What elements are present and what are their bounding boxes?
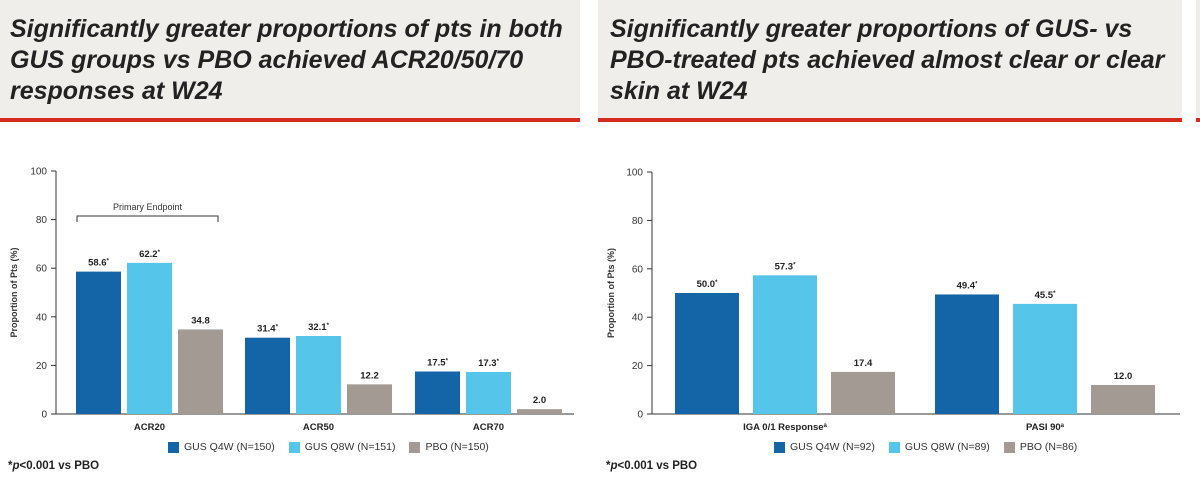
y-tick-label: 80	[36, 215, 48, 226]
bar-value-label: 2.0	[533, 395, 546, 406]
bar-value-label: 17.3*	[478, 358, 500, 369]
acr-title-line2: GUS groups vs PBO achieved ACR20/50/70	[10, 46, 524, 74]
bar-value-label: 17.4	[854, 358, 873, 369]
acr-title-line3: responses at W24	[10, 77, 223, 105]
y-tick-label: 40	[36, 312, 48, 323]
acr-title: Significantly greater proportions of pts…	[10, 14, 572, 107]
y-tick-label: 100	[626, 168, 643, 179]
bar	[245, 337, 290, 414]
y-axis-title: Proportion of Pts (%)	[606, 248, 616, 338]
bar	[178, 329, 223, 414]
bar	[127, 262, 172, 414]
legend-label-gus-q4w: GUS Q4W (N=150)	[184, 441, 275, 453]
next-panel-divider	[1196, 118, 1200, 122]
y-tick-label: 0	[41, 410, 47, 421]
skin-footnote: *p<0.001 vs PBO	[606, 460, 697, 472]
footnote-p: p	[610, 460, 618, 472]
legend-pbo: PBO (N=86)	[1003, 441, 1078, 453]
bar	[1091, 384, 1155, 414]
legend-gus-q4w: GUS Q4W (N=150)	[168, 441, 275, 453]
legend-swatch-pbo	[409, 441, 421, 453]
footnote-text: <0.001 vs PBO	[617, 460, 698, 472]
bar	[517, 409, 562, 414]
skin-title-line2: PBO-treated pts achieved almost clear or…	[610, 46, 1165, 74]
y-tick-label: 60	[632, 264, 644, 275]
primary-endpoint-label: Primary Endpoint	[113, 202, 183, 212]
bar-value-label: 12.0	[1114, 371, 1133, 382]
footnote-text: <0.001 vs PBO	[19, 460, 100, 472]
category-label: ACR70	[473, 422, 504, 433]
legend-label-gus-q4w: GUS Q4W (N=92)	[790, 441, 875, 453]
acr-legend: GUS Q4W (N=150) GUS Q8W (N=151) PBO (N=1…	[168, 441, 489, 453]
skin-title: Significantly greater proportions of GUS…	[610, 14, 1174, 107]
bar-value-label: 32.1*	[308, 322, 330, 333]
skin-title-line3: skin at W24	[610, 77, 748, 105]
legend-swatch-pbo	[1003, 441, 1015, 453]
bar-value-label: 62.2*	[139, 249, 161, 260]
bar	[1013, 303, 1077, 414]
y-axis-title: Proportion of Pts (%)	[9, 248, 19, 338]
bar	[466, 371, 511, 414]
acr-panel: Significantly greater proportions of pts…	[0, 0, 580, 481]
y-tick-label: 40	[632, 313, 644, 324]
bar-value-label: 17.5*	[427, 357, 449, 368]
acr-header: Significantly greater proportions of pts…	[0, 0, 580, 118]
bar	[415, 371, 460, 414]
skin-bar-chart: 0 20 40 60 80 100 Proportion of Pts (%) 50.0* 57…	[606, 168, 1180, 433]
bar	[935, 294, 999, 414]
y-tick-label: 20	[36, 361, 48, 372]
bar-value-label: 31.4*	[257, 324, 279, 335]
bar-value-label: 12.2	[360, 370, 379, 381]
skin-panel: Significantly greater proportions of GUS…	[598, 0, 1182, 481]
y-tick-label: 60	[36, 264, 48, 275]
bar-value-label: 49.4*	[957, 280, 979, 291]
legend-gus-q8w: GUS Q8W (N=89)	[888, 441, 990, 453]
y-tick-label: 100	[30, 167, 47, 178]
legend-label-pbo: PBO (N=86)	[1019, 441, 1078, 453]
next-panel-edge	[1196, 0, 1200, 481]
footnote-symbol: *	[8, 460, 13, 472]
y-tick-label: 80	[632, 216, 644, 227]
primary-endpoint-bracket	[76, 215, 219, 222]
bar	[347, 384, 392, 414]
legend-pbo: PBO (N=150)	[409, 441, 489, 453]
legend-label-gus-q8w: GUS Q8W (N=151)	[304, 441, 396, 453]
acr-bar-chart: 0 20 40 60 80 100 Proportion of Pts (%) 58.6* 62…	[9, 167, 574, 433]
category-label: PASI 90a	[1026, 422, 1065, 433]
category-label: ACR20	[134, 422, 165, 433]
legend-swatch-gus-q4w	[168, 441, 179, 453]
acr-header-divider	[0, 118, 580, 122]
bar-value-label: 50.0*	[697, 279, 719, 290]
bar	[831, 371, 895, 414]
legend-label-gus-q8w: GUS Q8W (N=89)	[904, 441, 990, 453]
bar	[753, 275, 817, 414]
bar	[76, 271, 121, 414]
legend-gus-q4w: GUS Q4W (N=92)	[774, 441, 875, 453]
category-label: IGA 0/1 Responsea	[743, 422, 827, 433]
legend-swatch-gus-q4w	[774, 441, 785, 453]
bar-value-label: 58.6*	[88, 258, 110, 269]
bar-value-label: 34.8	[191, 315, 210, 326]
y-tick-label: 20	[632, 361, 644, 372]
bar	[296, 335, 341, 414]
footnote-p: p	[12, 460, 20, 472]
skin-title-line1: Significantly greater proportions of GUS…	[610, 15, 1133, 43]
footnote-symbol: *	[606, 460, 611, 472]
bar-value-label: 57.3*	[775, 261, 797, 272]
acr-title-line1: Significantly greater proportions of pts…	[10, 15, 563, 43]
legend-swatch-gus-q8w	[288, 441, 300, 453]
bar-value-label: 45.5*	[1035, 290, 1057, 301]
legend-swatch-gus-q8w	[888, 441, 900, 453]
skin-header-divider	[598, 118, 1182, 122]
category-label: ACR50	[303, 422, 334, 433]
legend-label-pbo: PBO (N=150)	[425, 441, 489, 453]
next-panel-header	[1196, 0, 1200, 118]
acr-footnote: *p<0.001 vs PBO	[8, 460, 99, 472]
skin-header: Significantly greater proportions of GUS…	[598, 0, 1182, 118]
bar	[675, 293, 739, 414]
y-tick-label: 0	[637, 410, 643, 421]
skin-legend: GUS Q4W (N=92) GUS Q8W (N=89) PBO (N=86)	[774, 441, 1077, 453]
legend-gus-q8w: GUS Q8W (N=151)	[288, 441, 396, 453]
